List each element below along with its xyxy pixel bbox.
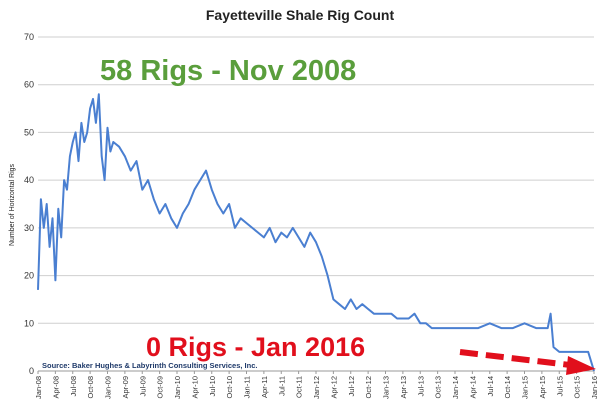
x-tick-label: Jan-13 xyxy=(382,376,391,399)
x-tick-label: Oct-14 xyxy=(503,376,512,399)
x-tick-label: Jan-11 xyxy=(243,376,252,398)
x-tick-label: Jan-15 xyxy=(521,376,530,399)
x-tick-label: Jul-11 xyxy=(277,376,286,396)
x-tick-label: Jan-08 xyxy=(34,376,43,399)
source-note: Source: Baker Hughes & Labyrinth Consult… xyxy=(42,361,257,370)
x-tick-label: Apr-15 xyxy=(538,376,547,399)
x-tick-label: Oct-11 xyxy=(295,376,304,398)
x-tick-label: Oct-15 xyxy=(573,376,582,399)
x-tick-label: Oct-13 xyxy=(434,376,443,399)
y-tick-label: 0 xyxy=(29,366,34,376)
x-tick-label: Jul-13 xyxy=(416,376,425,396)
x-tick-label: Jul-15 xyxy=(555,376,564,396)
x-tick-label: Apr-12 xyxy=(329,376,338,399)
y-tick-label: 60 xyxy=(24,80,34,90)
x-tick-label: Jan-10 xyxy=(173,376,182,399)
y-tick-label: 40 xyxy=(24,175,34,185)
chart-title: Fayetteville Shale Rig Count xyxy=(206,7,395,23)
y-tick-label: 50 xyxy=(24,127,34,137)
y-tick-label: 30 xyxy=(24,223,34,233)
x-tick-label: Jan-12 xyxy=(312,376,321,399)
y-tick-label: 70 xyxy=(24,32,34,42)
y-tick-label: 20 xyxy=(24,271,34,281)
series-line xyxy=(37,93,595,372)
x-tick-label: Oct-08 xyxy=(86,376,95,399)
x-tick-label: Oct-12 xyxy=(364,376,373,399)
arrow-head xyxy=(566,356,596,375)
x-tick-label: Apr-10 xyxy=(190,376,199,399)
x-tick-label: Jul-09 xyxy=(138,376,147,396)
current-annotation: 0 Rigs - Jan 2016 xyxy=(146,332,365,362)
y-axis-ticks: 0 10 20 30 40 50 60 70 xyxy=(24,32,34,376)
x-tick-label: Jan-16 xyxy=(590,376,599,399)
grid-lines xyxy=(38,36,594,324)
y-tick-label: 10 xyxy=(24,318,34,328)
x-tick-label: Apr-09 xyxy=(121,376,130,399)
peak-annotation: 58 Rigs - Nov 2008 xyxy=(100,55,356,87)
x-tick-label: Apr-08 xyxy=(51,376,60,399)
x-tick-label: Jul-08 xyxy=(69,376,78,396)
x-tick-label: Oct-10 xyxy=(225,376,234,399)
x-tick-label: Jul-10 xyxy=(208,376,217,396)
x-tick-label: Apr-13 xyxy=(399,376,408,399)
y-axis-label: Number of Horizontal Rigs xyxy=(9,163,16,246)
x-tick-label: Jul-14 xyxy=(486,376,495,396)
x-tick-label: Apr-11 xyxy=(260,376,269,398)
x-tick-label: Oct-09 xyxy=(156,376,165,399)
x-tick-label: Jan-14 xyxy=(451,376,460,399)
x-tick-label: Jan-09 xyxy=(104,376,113,399)
arrow-shaft xyxy=(459,349,571,368)
x-tick-label: Apr-14 xyxy=(468,376,477,399)
x-axis-ticks: Jan-08 Apr-08 Jul-08 Oct-08 Jan-09 Apr-09 Jul-… xyxy=(34,371,599,399)
x-tick-label: Jul-12 xyxy=(347,376,356,396)
